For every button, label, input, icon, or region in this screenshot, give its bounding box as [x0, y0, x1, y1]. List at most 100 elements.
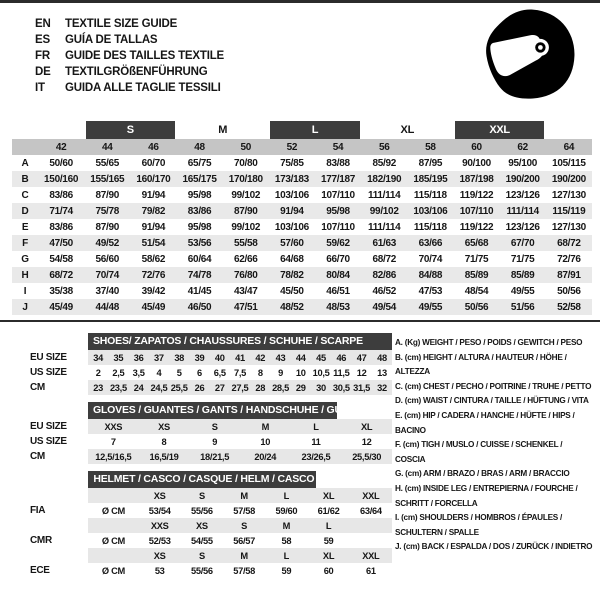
- language-item: ES GUÍA DE TALLAS: [35, 32, 224, 48]
- measurement-cell: 52/58: [557, 301, 581, 313]
- size-cell: XL: [307, 548, 350, 563]
- size-cell: 24: [128, 380, 149, 395]
- measurement-cell: 190/200: [505, 173, 540, 185]
- size-cell: L: [290, 419, 342, 434]
- measurement-cell: 76/80: [233, 269, 258, 281]
- section-rule-line: [0, 320, 600, 322]
- row-label: FIA: [30, 505, 46, 516]
- measurement-cell: 39/42: [141, 285, 166, 297]
- helmet-size-header-row: XS S M L XL XXL: [30, 548, 392, 563]
- measurement-row: E 83/86 87/90 91/94 95/98 99/102 103/106 107/11…: [12, 219, 592, 235]
- size-cell: 29: [290, 380, 311, 395]
- row-label: I: [23, 285, 27, 297]
- measurement-cell: 49/55: [418, 301, 443, 313]
- legend-item-b: B. (cm) HEIGHT / ALTURA / HAUTEUR / HÖHE…: [395, 352, 567, 377]
- measurement-cell: 85/89: [510, 269, 535, 281]
- helmet-value-row: FIA Ø CM 53/54 55/56 57/58 59/60 61/62 63/64: [30, 503, 392, 518]
- size-cell: 11: [311, 436, 321, 447]
- measurement-cell: 103/106: [274, 221, 309, 233]
- size-cell: S: [180, 548, 224, 563]
- size-cell: M: [265, 518, 308, 533]
- size-cell: 8: [161, 436, 167, 447]
- measurement-cell: 103/106: [413, 205, 448, 217]
- legend-item-h: H. (cm) INSIDE LEG / ENTREPIERNA / FOURC…: [395, 483, 578, 508]
- measurement-cell: 51/56: [510, 301, 535, 313]
- measurement-cell: 53/56: [187, 237, 212, 249]
- measurement-cell: 185/195: [413, 173, 448, 185]
- size-cell: [349, 518, 392, 533]
- measurement-cell: 87/90: [233, 205, 258, 217]
- measurement-cell: 57/60: [280, 237, 304, 249]
- size-cell: 10: [260, 436, 271, 447]
- size-group-m: M: [218, 124, 228, 136]
- measurement-cell: 99/102: [369, 205, 399, 217]
- measurement-cell: 72/76: [141, 269, 166, 281]
- size-cell: 27,5: [229, 380, 251, 395]
- size-cell: 58: [281, 535, 292, 546]
- language-code: DE: [35, 66, 51, 78]
- size-cell: 59: [323, 535, 334, 546]
- size-cell: 55/56: [191, 565, 213, 576]
- measurement-cell: 72/76: [557, 253, 581, 265]
- measurement-cell: 60/64: [187, 253, 212, 265]
- helmet-value-row: ECE Ø CM 53 55/56 57/58 59 60 61: [30, 563, 392, 578]
- measurement-cell: 55/65: [95, 157, 119, 169]
- row-label: F: [22, 237, 28, 249]
- row-label: ECE: [30, 565, 50, 576]
- measurement-cell: 47/50: [49, 237, 73, 249]
- measurement-cell: 83/86: [187, 205, 212, 217]
- measurement-cell: 70/74: [95, 269, 119, 281]
- measurement-cell: 78/82: [280, 269, 304, 281]
- measurement-cell: 190/200: [551, 173, 586, 185]
- legend-item-c: C. (cm) CHEST / PECHO / POITRINE / TRUHE…: [395, 381, 592, 391]
- unit-cell: [88, 548, 139, 563]
- measurement-cell: 103/106: [274, 189, 309, 201]
- measurement-cell: 75/85: [280, 157, 304, 169]
- section-title-cell: SHOES/ ZAPATOS / CHAUSSURES / SCHUHE / S…: [88, 333, 393, 350]
- row-label: US SIZE: [30, 367, 67, 378]
- row-label: C: [21, 189, 29, 201]
- size-cell: 30,5: [331, 380, 352, 395]
- row-label: D: [21, 205, 29, 217]
- legend-item-f: F. (cm) TIGH / MUSLO / CUISSE / SCHENKEL…: [395, 440, 563, 464]
- column-header: 50: [222, 139, 269, 155]
- section-header-row: SHOES/ ZAPATOS / CHAUSSURES / SCHUHE / S…: [30, 333, 393, 350]
- size-cell: 20/24: [239, 449, 291, 464]
- bottom-section: SHOES/ ZAPATOS / CHAUSSURES / SCHUHE / S…: [0, 333, 600, 585]
- unit-cell: [88, 518, 139, 533]
- size-cell: L: [307, 518, 350, 533]
- size-cell: XXS: [88, 419, 139, 434]
- size-cell: 57/58: [233, 565, 255, 576]
- size-cell: [350, 533, 392, 548]
- measurement-row: J 45/49 44/48 45/49 46/50 47/51 48/52 48/53 49/5…: [12, 299, 592, 315]
- size-cell: 5: [176, 367, 182, 378]
- legend-item-i: I. (cm) SHOULDERS / HOMBROS / ÉPAULES / …: [395, 513, 563, 537]
- size-group-empty: [546, 121, 592, 139]
- corner-cell: [12, 139, 38, 155]
- column-header: 42: [38, 139, 85, 155]
- measurement-row: I 35/38 37/40 39/42 41/45 43/47 45/50 46/51 46/5…: [12, 283, 592, 299]
- language-label: GUIDE DES TAILLES TEXTILE: [65, 50, 224, 62]
- size-cell: 18/21,5: [189, 449, 240, 464]
- size-cell: 13: [377, 367, 387, 378]
- measurement-cell: 61/63: [372, 237, 396, 249]
- measurement-cell: 41/45: [187, 285, 212, 297]
- measurement-row: H 68/72 70/74 72/76 74/78 76/80 78/82 80/84 82/8…: [12, 267, 592, 283]
- measurement-cell: 71/74: [49, 205, 73, 217]
- size-row: EU SIZE XXS XS S M L XL: [30, 419, 393, 434]
- size-cell: 25,5/30: [341, 449, 393, 464]
- size-group-empty: [38, 121, 84, 139]
- measurement-cell: 84/88: [418, 269, 443, 281]
- measurement-cell: 107/110: [459, 205, 494, 217]
- size-cell: 25,5: [169, 380, 190, 395]
- row-label: [30, 488, 88, 503]
- size-row: CM 12,5/16,5 16,5/19 18/21,5 20/24 23/26,5 25,…: [30, 449, 393, 464]
- measurement-cell: 87/91: [557, 269, 581, 281]
- size-cell: XXL: [349, 488, 392, 503]
- measurement-cell: 64/68: [280, 253, 304, 265]
- measurement-cell: 85/92: [372, 157, 396, 169]
- legend-item-g: G. (cm) ARM / BRAZO / BRAS / ARM / BRACC…: [395, 469, 570, 479]
- measurement-cell: 49/54: [372, 301, 396, 313]
- size-row: US SIZE 2 2,5 3,5 4 5 6 6,5 7,5 8 9 10 10,5 11,5 12 13: [30, 365, 392, 380]
- size-cell: 24,5: [148, 380, 170, 395]
